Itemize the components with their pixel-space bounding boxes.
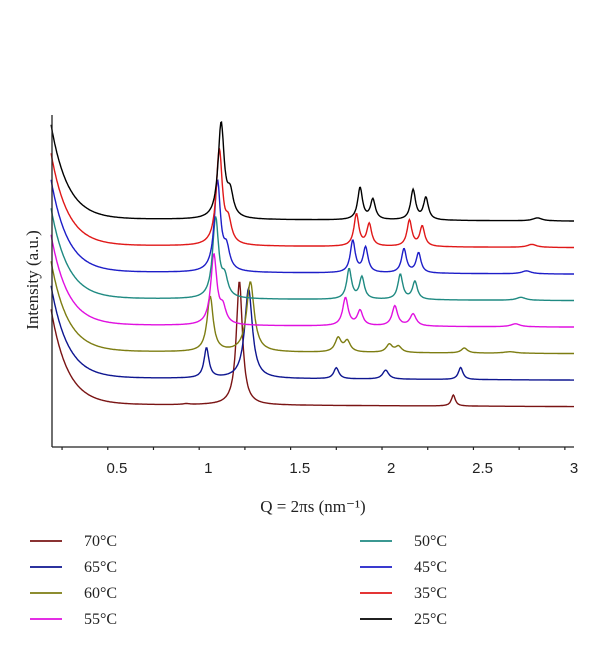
legend-item: 25°C bbox=[360, 611, 447, 628]
legend-label: 70°C bbox=[84, 533, 117, 550]
legend-item: 55°C bbox=[30, 611, 117, 628]
legend-item: 60°C bbox=[30, 585, 117, 602]
legend-label: 65°C bbox=[84, 559, 117, 576]
axes bbox=[51, 115, 574, 448]
legend-label: 55°C bbox=[84, 611, 117, 628]
legend-label: 60°C bbox=[84, 585, 117, 602]
x-tick-label: 1.5 bbox=[289, 460, 310, 477]
series-line-55°C bbox=[50, 234, 574, 328]
x-tick-label: 3 bbox=[570, 460, 578, 477]
x-tick-label: 2 bbox=[387, 460, 395, 477]
plot-area bbox=[50, 121, 574, 408]
x-axis-title: Q = 2πs (nm⁻¹) bbox=[260, 497, 365, 516]
legend-label: 50°C bbox=[414, 533, 447, 550]
legend-item: 65°C bbox=[30, 559, 117, 576]
legend-label: 35°C bbox=[414, 585, 447, 602]
x-tick-label: 0.5 bbox=[106, 460, 127, 477]
legend-label: 25°C bbox=[414, 611, 447, 628]
y-axis-title: Intensity (a.u.) bbox=[23, 230, 42, 330]
series-line-60°C bbox=[50, 261, 574, 355]
legend: 70°C 50°C 65°C 45°C 60°C 35°C 55°C 25°C bbox=[30, 533, 447, 628]
x-ticks: 0.5 1 1.5 2 2.5 3 bbox=[61, 447, 578, 477]
series-line-65°C bbox=[50, 285, 574, 381]
legend-item: 35°C bbox=[360, 585, 447, 602]
legend-label: 45°C bbox=[414, 559, 447, 576]
series-line-50°C bbox=[50, 208, 574, 302]
x-tick-label: 2.5 bbox=[472, 460, 493, 477]
series-line-70°C bbox=[50, 281, 574, 408]
legend-item: 70°C bbox=[30, 533, 117, 550]
legend-item: 45°C bbox=[360, 559, 447, 576]
legend-item: 50°C bbox=[360, 533, 447, 550]
series-line-45°C bbox=[50, 179, 574, 275]
series-line-25°C bbox=[50, 121, 574, 222]
series-line-35°C bbox=[50, 148, 574, 249]
x-tick-label: 1 bbox=[204, 460, 212, 477]
